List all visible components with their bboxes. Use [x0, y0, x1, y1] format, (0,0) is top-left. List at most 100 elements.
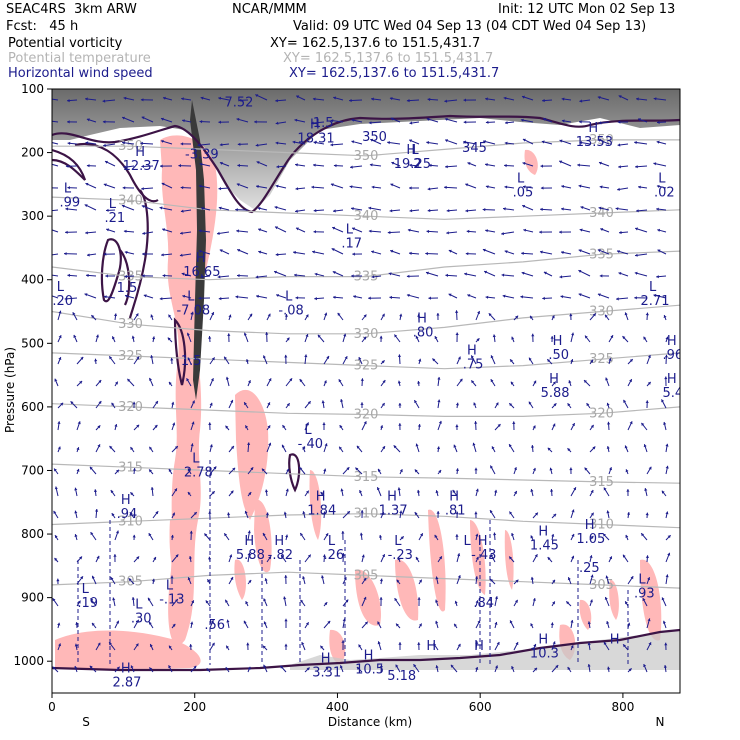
y-tick-label: 500 [21, 336, 44, 350]
extremum-value: 10.3 [530, 647, 559, 662]
wind-arrow-head [199, 120, 203, 124]
wind-arrow-head [67, 186, 70, 190]
wind-arrow-head [455, 402, 459, 406]
wind-arrow-head [661, 597, 665, 601]
wind-arrow-head [352, 252, 355, 256]
wind-arrow-head [132, 534, 136, 538]
wind-arrow-head [106, 228, 110, 232]
wind-arrow-head [159, 297, 163, 301]
wind-arrow-head [225, 376, 229, 380]
wind-arrow-head [617, 250, 620, 254]
wind-arrow-head [376, 487, 380, 491]
wind-arrow-head [247, 530, 251, 534]
wind-arrow-shaft [52, 142, 59, 145]
wind-arrow-head [148, 533, 152, 537]
wind-arrow-head [514, 599, 518, 603]
wind-arrow-head [490, 465, 493, 469]
surface-shading [290, 630, 680, 670]
wind-arrow-head [187, 577, 191, 581]
wind-arrow-head [346, 467, 350, 471]
wind-arrow-head [664, 354, 668, 358]
extremum-value: -.23 [388, 548, 413, 563]
wind-arrow-head [475, 488, 479, 492]
wind-arrow-head [647, 381, 651, 385]
wind-arrow-head [488, 313, 492, 317]
wind-arrow-head [485, 163, 488, 167]
wind-arrow-head [245, 359, 249, 362]
wind-arrow-head [74, 534, 78, 537]
wind-arrow-head [149, 446, 153, 450]
wind-arrow-head [116, 620, 119, 624]
wind-arrow-head [244, 402, 247, 406]
wind-arrow-head [426, 141, 430, 145]
wind-arrow-head [182, 294, 186, 298]
wind-arrow-head [438, 420, 442, 424]
wind-arrow-head [543, 117, 546, 121]
source-label: NCAR/MMM [232, 2, 307, 17]
wind-arrow-head [211, 357, 215, 361]
wind-arrow-head [634, 271, 638, 275]
wind-arrow-head [409, 186, 412, 190]
wind-arrow-head [326, 356, 329, 359]
wind-arrow-head [312, 250, 315, 254]
wind-arrow-head [285, 488, 289, 492]
wind-arrow-head [136, 619, 139, 623]
wind-arrow-head [463, 140, 466, 144]
wind-arrow-head [102, 120, 106, 124]
wind-arrow-head [504, 164, 507, 168]
wind-arrow-head [113, 313, 118, 317]
wind-arrow-head [331, 248, 335, 252]
wind-arrow-head [528, 401, 532, 405]
wind-arrow-head [262, 533, 266, 536]
wind-arrow-head [323, 380, 327, 384]
wind-arrow-head [578, 184, 582, 188]
extremum-value: 18.31 [297, 132, 334, 147]
extremum-value: 1.5 [117, 281, 138, 296]
wind-arrow-head [256, 184, 259, 189]
wind-arrow-head [304, 354, 308, 358]
extremum-kind: H [417, 312, 427, 327]
wind-arrow-head [520, 118, 524, 122]
wind-arrow-head [109, 356, 113, 360]
extremum-value: .75 [463, 357, 484, 372]
wind-arrow-head [389, 209, 393, 213]
wind-arrow-head [627, 622, 631, 626]
wind-arrow-head [628, 668, 632, 672]
wind-arrow-head [84, 293, 88, 297]
wind-arrow-head [635, 165, 638, 169]
theta-contour-310 [52, 513, 680, 529]
wind-arrow-head [300, 533, 303, 536]
wind-arrow-head [394, 598, 398, 602]
theta-label: 325 [589, 352, 614, 367]
wind-arrow-head [245, 601, 249, 605]
wind-arrow-head [54, 558, 58, 561]
extremum-value: 2.78 [184, 465, 213, 480]
extremum-value: 3.31 [312, 666, 341, 681]
wind-arrow-head [467, 294, 471, 298]
y-tick-label: 600 [21, 400, 44, 414]
wind-arrows [52, 94, 671, 673]
wind-arrow-head [268, 442, 272, 446]
extremum-value: 5.88 [541, 386, 570, 401]
wind-arrow-head [577, 163, 580, 167]
wind-arrow-head [283, 511, 287, 515]
extremum-value: 5.4 [663, 386, 684, 401]
wind-arrow-head [550, 622, 554, 626]
extremum-value: .99 [59, 195, 80, 210]
wind-arrow-head [559, 139, 563, 143]
extremum-kind: L [64, 181, 72, 196]
wind-arrow-head [427, 97, 431, 102]
wind-arrow-head [618, 272, 622, 275]
wind-arrow-head [570, 645, 574, 649]
wind-arrow-head [148, 597, 151, 601]
wind-arrow-head [475, 667, 479, 670]
wind-arrow-head [665, 465, 669, 469]
wind-arrow-head [635, 253, 638, 257]
wind-arrow-head [322, 554, 326, 558]
wind-arrow-head [428, 296, 431, 300]
x-tick-label: 200 [183, 700, 206, 714]
wind-arrow-head [284, 354, 288, 358]
wind-arrow-head [79, 381, 83, 384]
wind-arrow-head [121, 204, 125, 208]
